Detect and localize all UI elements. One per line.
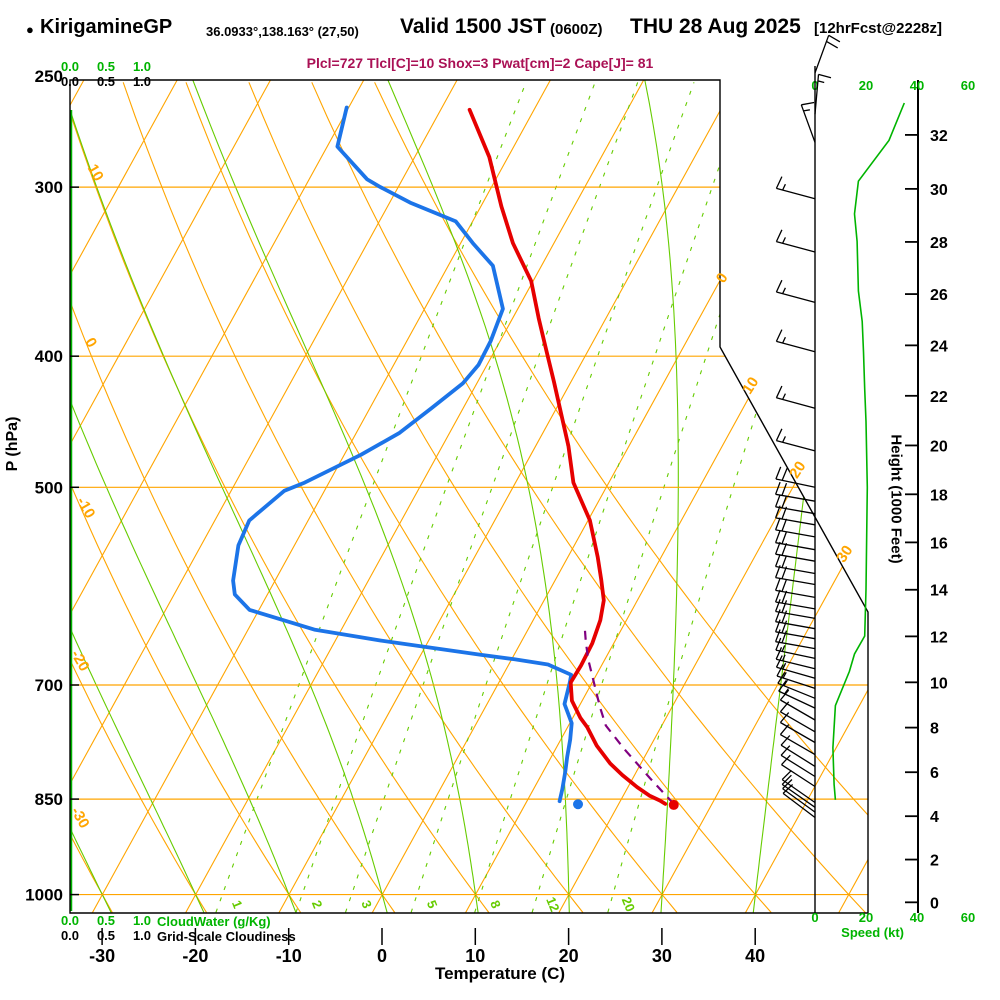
grid-moist-adiabats <box>70 80 850 913</box>
svg-text:0.5: 0.5 <box>97 913 115 928</box>
svg-text:40: 40 <box>745 946 765 966</box>
svg-text:300: 300 <box>35 178 63 197</box>
svg-text:40: 40 <box>910 910 924 925</box>
svg-text:26: 26 <box>930 287 948 304</box>
svg-text:20: 20 <box>786 458 809 481</box>
svg-text:20: 20 <box>859 78 873 93</box>
svg-text:250: 250 <box>35 67 63 86</box>
svg-text:12: 12 <box>930 629 948 646</box>
pressure-gridlines <box>70 186 868 896</box>
svg-text:0.0: 0.0 <box>61 74 79 89</box>
cloudwater-scale-label: CloudWater (g/Kg) <box>157 914 271 929</box>
plot-frame <box>69 79 869 914</box>
svg-text:6: 6 <box>930 765 939 782</box>
svg-text:700: 700 <box>35 676 63 695</box>
cloudiness-scale-label: Grid-Scale Cloudiness <box>157 929 296 944</box>
svg-text:28: 28 <box>930 235 948 252</box>
svg-text:850: 850 <box>35 790 63 809</box>
svg-text:20: 20 <box>859 910 873 925</box>
height-axis-label: Height (1000 Feet) <box>887 434 905 564</box>
svg-text:30: 30 <box>652 946 672 966</box>
svg-text:40: 40 <box>910 78 924 93</box>
svg-text:8: 8 <box>487 898 504 910</box>
svg-text:32: 32 <box>930 128 948 145</box>
svg-text:20: 20 <box>559 946 579 966</box>
svg-text:60: 60 <box>961 910 975 925</box>
grid-dry-adiabats <box>70 82 868 913</box>
svg-text:16: 16 <box>930 535 948 552</box>
speed-axis-label: Speed (kt) <box>841 925 904 940</box>
svg-text:0: 0 <box>377 946 387 966</box>
temperature-axis-label: Temperature (C) <box>434 964 566 983</box>
dewpoint-curve <box>231 105 574 804</box>
svg-text:1000: 1000 <box>25 886 63 905</box>
svg-text:400: 400 <box>35 347 63 366</box>
svg-text:0.5: 0.5 <box>97 928 115 943</box>
station-coords: 36.0933°,138.163° (27,50) <box>206 24 359 39</box>
svg-text:0: 0 <box>713 270 732 286</box>
temperature-curve <box>467 107 668 806</box>
valid-date: THU 28 Aug 2025 <box>630 15 801 38</box>
stability-indices: Plcl=727 Tlcl[C]=10 Shox=3 Pwat[cm]=2 Ca… <box>306 55 654 71</box>
svg-text:2: 2 <box>930 853 939 870</box>
svg-text:8: 8 <box>930 721 939 738</box>
svg-text:30: 30 <box>833 542 856 565</box>
grid-mixing-ratio-lines <box>215 82 862 913</box>
svg-text:18: 18 <box>930 487 948 504</box>
svg-text:10: 10 <box>739 374 762 397</box>
svg-text:24: 24 <box>930 338 948 355</box>
svg-text:10: 10 <box>930 675 948 692</box>
svg-text:20: 20 <box>619 895 638 914</box>
svg-text:0.0: 0.0 <box>61 59 79 74</box>
svg-text:1: 1 <box>229 898 246 910</box>
svg-text:20: 20 <box>930 438 948 455</box>
parcel-curve <box>583 629 675 805</box>
pressure-axis: 250 300 400 500 700 850 1000 <box>25 67 79 905</box>
svg-text:22: 22 <box>930 389 948 406</box>
svg-text:1.0: 1.0 <box>133 928 151 943</box>
svg-text:0.5: 0.5 <box>97 59 115 74</box>
svg-text:500: 500 <box>35 478 63 497</box>
svg-text:1.0: 1.0 <box>133 59 151 74</box>
svg-text:1.0: 1.0 <box>133 74 151 89</box>
wind-speed-profile <box>832 102 906 800</box>
svg-text:60: 60 <box>961 78 975 93</box>
svg-text:-20: -20 <box>182 946 208 966</box>
valid-time-utc: (0600Z) <box>550 21 603 38</box>
temperature-axis: -30 -20 -10 0 10 20 30 40 <box>89 928 765 966</box>
svg-text:0: 0 <box>811 910 818 925</box>
svg-text:12: 12 <box>543 895 562 914</box>
svg-text:4: 4 <box>930 809 939 826</box>
svg-text:2: 2 <box>309 898 326 910</box>
surface-dewpoint-dot <box>573 799 584 810</box>
svg-text:0.0: 0.0 <box>61 928 79 943</box>
svg-text:5: 5 <box>424 898 441 910</box>
svg-text:0.5: 0.5 <box>97 74 115 89</box>
station-name: KirigamineGP <box>40 16 173 38</box>
svg-text:10: 10 <box>84 161 107 184</box>
pressure-axis-label: P (hPa) <box>4 416 21 472</box>
svg-text:-30: -30 <box>89 946 115 966</box>
svg-text:0.0: 0.0 <box>61 913 79 928</box>
svg-text:-10: -10 <box>276 946 302 966</box>
svg-text:0: 0 <box>930 895 939 912</box>
station-bullet-icon: ● <box>26 22 34 37</box>
svg-text:3: 3 <box>358 898 375 910</box>
valid-time: Valid 1500 JST <box>400 15 546 38</box>
wind-barbs <box>774 34 841 913</box>
svg-text:30: 30 <box>930 182 948 199</box>
svg-text:10: 10 <box>465 946 485 966</box>
svg-text:14: 14 <box>930 583 948 600</box>
cloud-scales: 0.00.00.00.00.50.50.50.51.01.01.01.0 <box>61 59 151 943</box>
forecast-tag: [12hrFcst@2228z] <box>814 20 943 37</box>
svg-text:1.0: 1.0 <box>133 913 151 928</box>
surface-temperature-dot <box>668 799 679 810</box>
